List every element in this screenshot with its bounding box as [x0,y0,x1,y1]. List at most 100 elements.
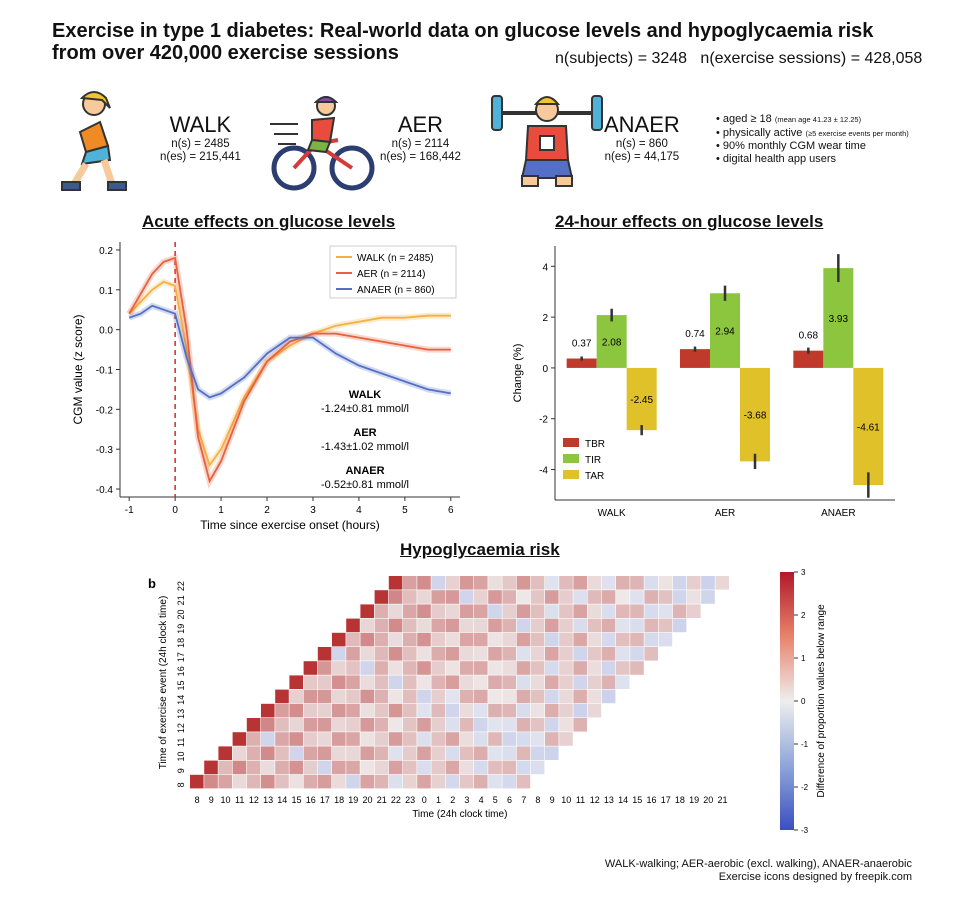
heatmap-cell [601,675,616,689]
heatmap-cell [218,774,232,789]
heatmap-cell [559,618,573,633]
legend-swatch-tbr [563,438,579,447]
daily-bar-chart: 4 2 0 -2 -4 Change (%) WALK 0.37 2.08 -2.45 AER 0.7… [512,246,895,519]
heatmap-cell [616,632,630,647]
x-tick-label: 15 [291,795,301,805]
x-tick-label: 8 [535,795,540,805]
subject-counts: n(subjects) = 3248 n(exercise sessions) … [555,50,922,68]
heatmap-cell [644,590,658,604]
legend-label-tar: TAR [585,471,604,482]
x-tick-label: 17 [661,795,671,805]
heatmap-cell [445,632,460,647]
heatmap-cell [360,675,374,689]
x-tick-label: 13 [604,795,614,805]
heatmap-cell [332,774,346,789]
heatmap-cell [587,590,602,604]
heatmap-cell [303,774,318,789]
heatmap-cell [360,632,374,647]
heatmap-cell [403,647,417,661]
heatmap-cell [474,647,488,661]
heatmap-cell [474,732,488,746]
heatmap-cell [388,718,403,732]
heatmap-cell [559,732,573,746]
heatmap-cell [587,604,602,618]
heatmap-cell [530,661,545,675]
legend-label-tbr: TBR [585,439,605,450]
colorbar-tick-label: 3 [801,568,806,577]
heatmap-cell [346,675,360,689]
heatmap-cell [431,732,445,746]
heatmap-cell [445,689,460,704]
x-tick-label: 11 [235,795,244,805]
heatmap-cell [530,632,545,647]
bar-value-label: 2.94 [715,327,735,338]
heatmap-cell [417,718,431,732]
heatmap-cell [403,760,417,775]
heatmap-cell [502,718,516,732]
heatmap-cell [445,590,460,604]
heatmap-cell [388,647,403,661]
heatmap-cell [459,590,474,604]
legend-label-aer: AER (n = 2114) [357,269,425,280]
heatmap-cell [616,604,630,618]
heatmap-cell [374,703,389,718]
heatmap-cell [672,604,687,618]
heatmap-cell [601,689,616,704]
heatmap-cell [488,632,502,647]
heatmap-cell [559,647,573,661]
footer-note: WALK-walking; AER-aerobic (excl. walking… [605,858,912,884]
heatmap-cell [516,675,531,689]
x-tick-label: 15 [632,795,642,805]
heatmap-cell [502,576,516,590]
heatmap-cell [332,647,346,661]
heatmap-cell [360,746,374,760]
heatmap-cell [459,718,474,732]
colorbar-tick-label: 2 [801,611,806,620]
heatmap-cell [530,760,545,775]
title-line-2: from over 420,000 exercise sessions [52,42,399,64]
heatmap-cell [317,746,332,760]
heatmap-cell [488,774,502,789]
x-tick-label: 2 [450,795,455,805]
heatmap-cell [388,703,403,718]
heatmap-cell [516,746,531,760]
heatmap-cell [516,632,531,647]
heatmap-cell [474,661,488,675]
heatmap-cell [459,774,474,789]
heatmap-cell [289,675,303,689]
heatmap-cell [303,760,318,775]
annotation-group: AER [353,427,376,439]
heatmap-cell [587,618,602,633]
bar-tir [823,268,854,368]
heatmap-cell [417,590,431,604]
heatmap-cell [573,576,587,590]
heatmap-cell [630,590,644,604]
heatmap-cell [388,732,403,746]
x-tick-label: 5 [493,795,498,805]
heatmap-cell [246,746,261,760]
x-axis-label: Time (24h clock time) [412,809,507,820]
heatmap-cell [332,760,346,775]
heatmap-cell [218,746,232,760]
y-tick-label: 16 [176,666,186,676]
y-tick-label: 17 [176,652,186,662]
legend-swatch-tir [563,454,579,463]
x-tick-label: 12 [249,795,259,805]
x-tick-label: 9 [209,795,214,805]
walking-person-icon [61,91,127,191]
heatmap-cell [502,675,516,689]
bar-value-label: 0.37 [572,339,592,350]
x-tick-label: 0 [172,505,178,516]
heatmap-cell [445,576,460,590]
bar-value-label: 2.08 [602,338,622,349]
x-tick-label: 4 [479,795,484,805]
heatmap-cell [246,718,261,732]
group-n-sessions: n(es) = 215,441 [160,151,241,163]
heatmap-cell [559,604,573,618]
heatmap-cell [445,604,460,618]
heatmap-cell [317,675,332,689]
heatmap-cell [374,604,389,618]
annotation-value: -1.24±0.81 mmol/l [321,403,409,415]
heatmap-cell [559,661,573,675]
heatmap-cell [573,632,587,647]
